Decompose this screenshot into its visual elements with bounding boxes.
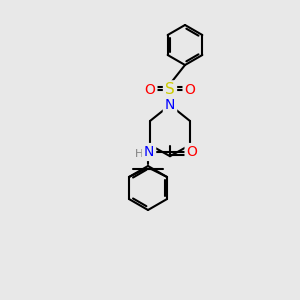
Text: N: N (165, 98, 175, 112)
Text: O: O (145, 83, 155, 97)
Text: H: H (135, 149, 143, 159)
Text: N: N (144, 145, 154, 159)
Text: O: O (187, 145, 197, 159)
Text: O: O (184, 83, 195, 97)
Text: S: S (165, 82, 175, 98)
